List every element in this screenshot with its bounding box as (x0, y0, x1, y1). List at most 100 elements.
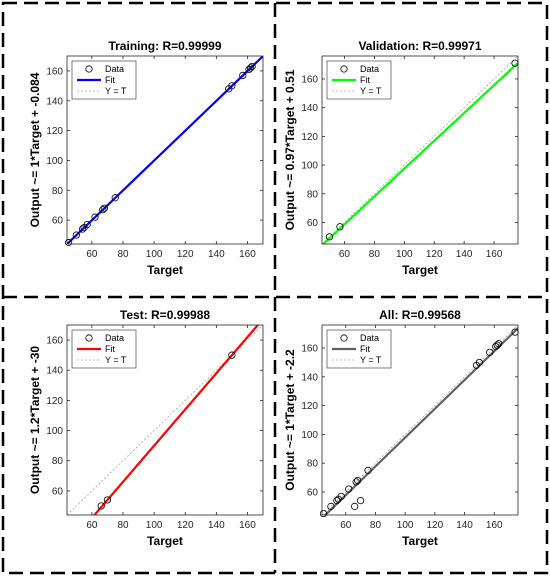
panel-training: 60 80 100 120 140 160 60 80 100 120 140 160 Training… (28, 39, 264, 277)
data-point (99, 206, 107, 214)
identity-line (67, 325, 263, 515)
x-tick-label: 60 (86, 520, 98, 531)
y-tick-label: 100 (46, 156, 63, 167)
plot-lines (322, 325, 518, 515)
identity-line (322, 325, 518, 515)
x-tick-label: 100 (396, 249, 413, 260)
x-tick-label: 160 (239, 520, 256, 531)
x-tick-label: 100 (397, 520, 414, 531)
x-tick-label: 160 (486, 249, 503, 260)
x-tick-label: 140 (208, 520, 225, 531)
x-tick-label: 120 (177, 520, 194, 531)
data-point (486, 348, 494, 356)
y-tick-label: 80 (52, 456, 64, 467)
data-point (239, 71, 247, 79)
data-point (91, 213, 99, 221)
panel-test: 60 80 100 120 140 160 60 80 100 120 140 160 Test: R=… (28, 308, 264, 548)
x-tick-label: 80 (117, 249, 129, 260)
data-point (83, 221, 91, 229)
legend-label-identity: Y = T (105, 355, 127, 365)
x-tick-label: 60 (340, 520, 352, 531)
data-point (354, 476, 362, 485)
data-point (97, 502, 105, 510)
data-point (248, 62, 256, 71)
x-tick-label: 160 (486, 520, 503, 531)
panel-validation: 60 80 100 120 140 160 60 80 100 120 140 160 Validati… (283, 39, 519, 277)
x-tick-label: 80 (369, 249, 381, 260)
data-point (364, 466, 372, 474)
x-tick-label: 140 (208, 249, 225, 260)
y-tick-label: 160 (46, 66, 63, 77)
y-tick-label: 60 (52, 216, 64, 227)
data-point (337, 492, 345, 500)
legend-label-identity: Y = T (105, 86, 127, 96)
legend-marker-data (340, 334, 348, 342)
data-point (495, 340, 503, 348)
x-tick-label: 80 (370, 520, 382, 531)
legend-label-data: Data (105, 64, 124, 74)
fit-line (322, 61, 518, 244)
data-point (336, 223, 344, 231)
panel-title: Test: R=0.99988 (120, 308, 210, 322)
axes-box (66, 55, 264, 245)
y-tick-label: 140 (301, 103, 318, 114)
legend-label-fit: Fit (105, 344, 115, 354)
y-tick-label: 80 (52, 186, 64, 197)
data-point (327, 502, 335, 510)
data-point (357, 497, 365, 505)
legend-label-data: Data (105, 333, 124, 343)
x-tick-label: 120 (426, 249, 443, 260)
x-tick-label: 120 (177, 249, 194, 260)
y-axis-label: Output ~= 1*Target + -2.2 (283, 349, 297, 491)
x-tick-label: 140 (456, 520, 473, 531)
y-tick-label: 120 (46, 396, 63, 407)
x-tick-label: 120 (427, 520, 444, 531)
identity-line (322, 56, 518, 244)
data-point (228, 82, 236, 90)
y-tick-label: 60 (307, 218, 319, 229)
x-axis-label: Target (402, 263, 438, 277)
panel-title: Validation: R=0.99971 (358, 39, 481, 53)
x-tick-label: 160 (239, 249, 256, 260)
y-axis-label: Output ~= 0.97*Target + 0.51 (283, 69, 297, 230)
legend-marker-data (340, 65, 348, 73)
legend-label-data: Data (360, 64, 379, 74)
panel-title: All: R=0.99568 (379, 308, 461, 322)
y-tick-label: 100 (46, 426, 63, 437)
panel-title: Training: R=0.99999 (108, 39, 221, 53)
x-tick-label: 140 (456, 249, 473, 260)
data-point (78, 225, 87, 233)
data-point (100, 204, 108, 212)
y-tick-label: 120 (301, 401, 318, 412)
data-point (351, 502, 359, 510)
data-point (493, 341, 501, 349)
data-point (345, 485, 353, 493)
x-axis-label: Target (147, 534, 183, 548)
data-point (64, 238, 73, 247)
y-tick-label: 140 (301, 372, 318, 383)
y-axis-label: Output ~= 1*Target + -0.084 (28, 72, 42, 227)
y-tick-label: 140 (46, 96, 63, 107)
plot-lines (67, 325, 263, 515)
plot-lines (322, 56, 518, 244)
legend-label-fit: Fit (360, 75, 370, 85)
y-tick-label: 140 (46, 366, 63, 377)
y-tick-label: 80 (307, 459, 319, 470)
x-axis-label: Target (147, 263, 183, 277)
data-point (72, 231, 80, 239)
legend-label-fit: Fit (105, 75, 115, 85)
data-point (333, 497, 341, 505)
data-point (352, 478, 360, 486)
data-point (111, 194, 119, 202)
y-tick-label: 80 (307, 189, 319, 200)
axes-box (66, 324, 264, 516)
x-axis-label: Target (402, 534, 438, 548)
y-axis-label: Output ~= 1.2*Target + -30 (28, 346, 42, 494)
legend-label-data: Data (360, 333, 379, 343)
legend-marker-data (85, 334, 93, 342)
y-tick-label: 60 (307, 487, 319, 498)
y-tick-label: 160 (301, 74, 318, 85)
x-tick-label: 80 (117, 520, 129, 531)
